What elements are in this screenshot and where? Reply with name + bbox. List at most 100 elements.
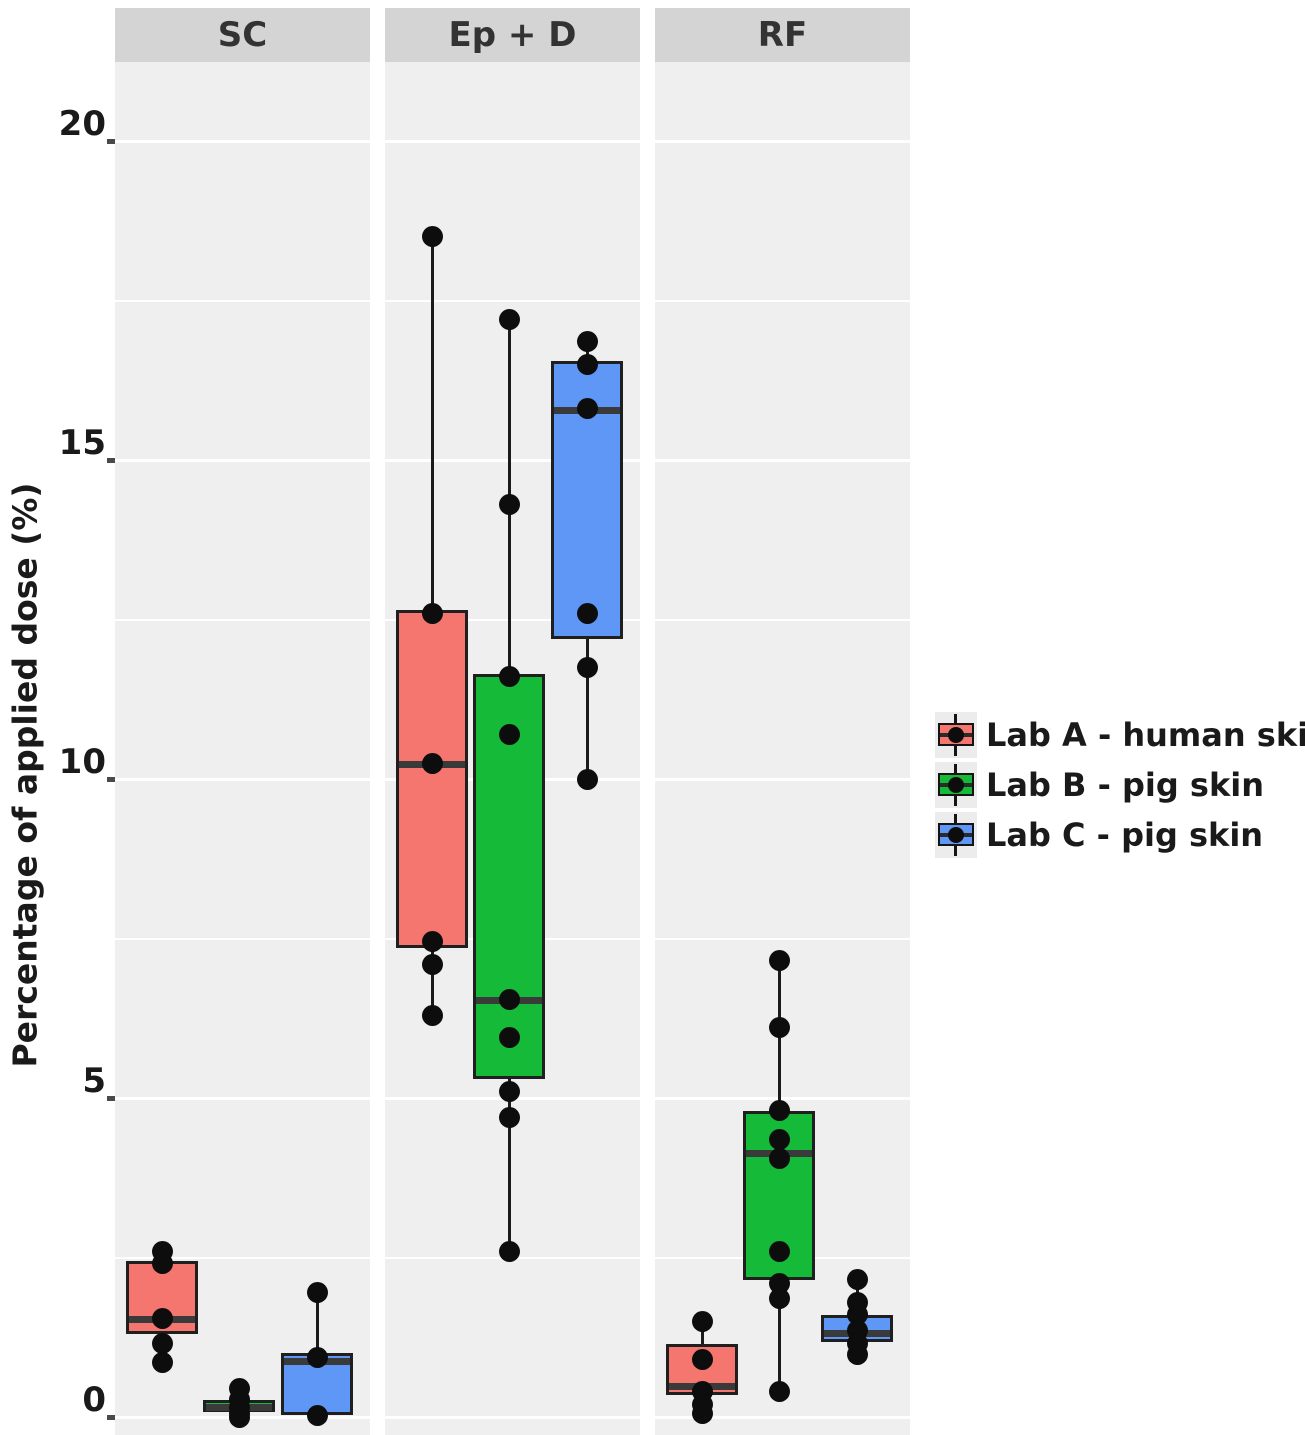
gridline-major <box>115 778 370 781</box>
data-point-sc-lab-a <box>151 1307 173 1329</box>
gridline-major <box>385 1416 640 1419</box>
legend-item-3: Lab C - pig skin <box>935 810 1305 860</box>
legend-key-point <box>948 827 964 843</box>
data-point-ep-d-lab-b <box>498 1240 520 1262</box>
facet-panel-1 <box>115 62 370 1435</box>
data-point-rf-lab-b <box>768 1240 790 1262</box>
data-point-sc-lab-a <box>151 1352 173 1374</box>
data-point-rf-lab-b <box>768 950 790 972</box>
box-ep-d-lab-c <box>551 361 623 639</box>
gridline-major <box>385 140 640 143</box>
data-point-rf-lab-a <box>691 1310 713 1332</box>
y-tick-label: 20 <box>58 104 106 144</box>
gridline-minor <box>115 618 370 621</box>
data-point-ep-d-lab-b <box>498 1026 520 1048</box>
facet-strip-3: RF <box>655 8 910 62</box>
gridline-major <box>115 140 370 143</box>
data-point-ep-d-lab-b <box>498 1081 520 1103</box>
data-point-ep-d-lab-b <box>498 494 520 516</box>
data-point-rf-lab-b <box>768 1148 790 1170</box>
data-point-sc-lab-c <box>306 1282 328 1304</box>
data-point-ep-d-lab-a <box>421 752 443 774</box>
gridline-minor <box>655 937 910 940</box>
gridline-major <box>655 778 910 781</box>
data-point-sc-lab-c <box>306 1347 328 1369</box>
data-point-ep-d-lab-b <box>498 723 520 745</box>
facet-strip-label: Ep + D <box>448 15 577 55</box>
gridline-minor <box>385 299 640 302</box>
gridline-minor <box>115 299 370 302</box>
data-point-rf-lab-b <box>768 1288 790 1310</box>
data-point-rf-lab-b <box>768 1380 790 1402</box>
gridline-major <box>655 1097 910 1100</box>
y-tick-mark <box>107 777 119 782</box>
gridline-major <box>385 459 640 462</box>
data-point-ep-d-lab-a <box>421 226 443 248</box>
box-ep-d-lab-a <box>396 609 468 949</box>
data-point-ep-d-lab-b <box>498 1106 520 1128</box>
data-point-ep-d-lab-a <box>421 1004 443 1026</box>
facet-strip-label: RF <box>757 15 808 55</box>
legend: Lab A - human skin Lab B - pig skin Lab C … <box>935 710 1305 860</box>
data-point-ep-d-lab-b <box>498 988 520 1010</box>
legend-key-boxplot-icon <box>935 712 977 758</box>
data-point-sc-lab-c <box>306 1405 328 1427</box>
y-tick-label: 15 <box>58 423 106 463</box>
data-point-rf-lab-b <box>768 1017 790 1039</box>
y-tick-label: 10 <box>58 742 106 782</box>
data-point-ep-d-lab-c <box>576 602 598 624</box>
data-point-rf-lab-a <box>691 1349 713 1371</box>
y-tick-mark <box>107 1096 119 1101</box>
data-point-ep-d-lab-c <box>576 398 598 420</box>
data-point-ep-d-lab-b <box>498 666 520 688</box>
y-tick-label: 0 <box>82 1380 106 1420</box>
gridline-major <box>115 459 370 462</box>
legend-item-2: Lab B - pig skin <box>935 760 1305 810</box>
facet-strip-1: SC <box>115 8 370 62</box>
data-point-sc-lab-a <box>151 1253 173 1275</box>
y-tick-mark <box>107 458 119 463</box>
data-point-ep-d-lab-a <box>421 953 443 975</box>
data-point-ep-d-lab-b <box>498 309 520 331</box>
data-point-ep-d-lab-c <box>576 331 598 353</box>
legend-key-point <box>948 727 964 743</box>
data-point-sc-lab-b <box>228 1406 250 1428</box>
data-point-sc-lab-a <box>151 1333 173 1355</box>
legend-key-point <box>948 777 964 793</box>
y-tick-mark <box>107 1415 119 1420</box>
gridline-major <box>655 459 910 462</box>
data-point-ep-d-lab-c <box>576 768 598 790</box>
gridline-minor <box>655 618 910 621</box>
data-point-rf-lab-b <box>768 1100 790 1122</box>
data-point-ep-d-lab-c <box>576 353 598 375</box>
data-point-rf-lab-c <box>846 1304 868 1326</box>
data-point-rf-lab-c <box>846 1343 868 1365</box>
data-point-ep-d-lab-a <box>421 931 443 953</box>
legend-key-boxplot-icon <box>935 762 977 808</box>
gridline-major <box>655 140 910 143</box>
gridline-minor <box>385 618 640 621</box>
y-tick-label: 5 <box>82 1061 106 1101</box>
gridline-major <box>115 1097 370 1100</box>
data-point-rf-lab-b <box>768 1272 790 1294</box>
data-point-rf-lab-b <box>768 1128 790 1150</box>
gridline-minor <box>655 299 910 302</box>
facet-panel-3 <box>655 62 910 1435</box>
data-point-rf-lab-c <box>846 1269 868 1291</box>
facet-strip-label: SC <box>217 15 268 55</box>
gridline-major <box>655 1416 910 1419</box>
legend-label: Lab B - pig skin <box>986 766 1264 804</box>
legend-label: Lab A - human skin <box>986 716 1305 754</box>
data-point-rf-lab-a <box>691 1403 713 1425</box>
y-tick-mark <box>107 139 119 144</box>
gridline-minor <box>115 937 370 940</box>
data-point-ep-d-lab-c <box>576 656 598 678</box>
legend-key-boxplot-icon <box>935 812 977 858</box>
facet-panel-2 <box>385 62 640 1435</box>
legend-label: Lab C - pig skin <box>986 816 1264 854</box>
data-point-ep-d-lab-a <box>421 602 443 624</box>
gridline-minor <box>115 1256 370 1259</box>
legend-item-1: Lab A - human skin <box>935 710 1305 760</box>
facet-strip-2: Ep + D <box>385 8 640 62</box>
